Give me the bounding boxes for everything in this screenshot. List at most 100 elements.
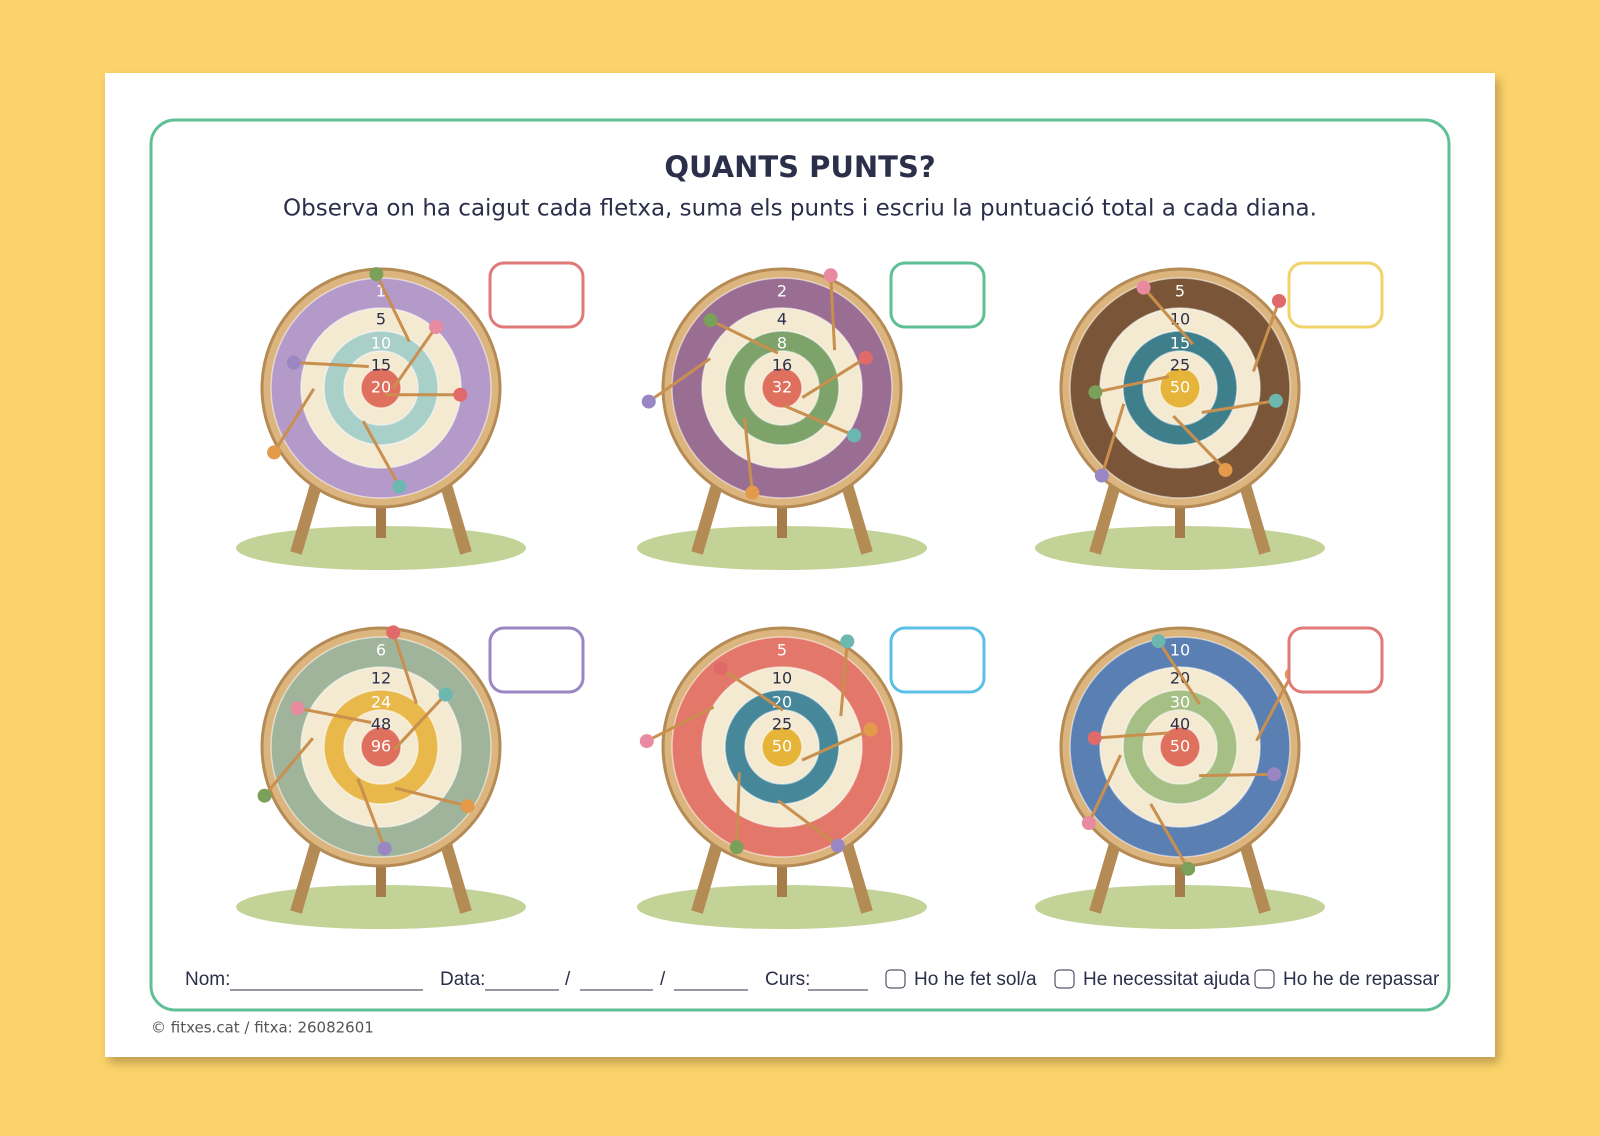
arrow-shaft: [356, 778, 387, 850]
ring-score: 48: [371, 715, 391, 734]
arrow-shaft: [784, 404, 855, 437]
arrow-shaft: [1201, 399, 1277, 414]
arrow-shaft: [375, 273, 411, 343]
answer-box[interactable]: [889, 261, 986, 329]
ring-score: 6: [376, 641, 386, 660]
ring-score: 50: [1170, 378, 1190, 397]
ring-score: 5: [376, 310, 386, 329]
instruction: Observa on ha caigut cada fletxa, suma e…: [283, 196, 1317, 222]
checkbox[interactable]: [1254, 969, 1275, 989]
date-label: Data:: [440, 969, 485, 990]
arrow-shaft: [735, 772, 741, 848]
arrow-fletch: [1136, 280, 1151, 295]
arrow-fletch: [830, 838, 845, 853]
arrow-fletch: [290, 701, 305, 716]
ring-score: 32: [772, 378, 792, 397]
ring-score: 10: [772, 669, 792, 688]
arrow-shaft: [801, 356, 867, 399]
arrow-shaft: [1255, 673, 1294, 742]
grass: [236, 526, 526, 570]
arrow-shaft: [719, 667, 784, 712]
title: QUANTS PUNTS?: [664, 150, 935, 184]
target: 6 12 24 48 96: [236, 625, 585, 929]
arrow-shaft: [801, 728, 872, 762]
ring-score: 50: [772, 737, 792, 756]
checkbox[interactable]: [1054, 969, 1075, 989]
frame: [149, 118, 1451, 1012]
answer-box[interactable]: [889, 626, 986, 694]
arrow-fletch: [257, 788, 272, 803]
arrow-fletch: [1181, 861, 1196, 876]
ring-score: 12: [371, 669, 391, 688]
grass: [1035, 885, 1325, 929]
check-label: He necessitat ajuda: [1083, 969, 1250, 990]
arrow-fletch: [1081, 816, 1096, 831]
date-separator: /: [565, 969, 571, 990]
arrow-shaft: [391, 326, 438, 390]
answer-box[interactable]: [1287, 261, 1384, 329]
arrow-fletch: [729, 840, 744, 855]
arrow-shaft: [1157, 640, 1201, 705]
arrow-shaft: [391, 631, 418, 705]
ring-score: 16: [772, 356, 792, 375]
arrow-fletch: [745, 485, 760, 500]
arrow-fletch: [863, 722, 878, 737]
arrow-fletch: [1094, 468, 1109, 483]
arrow-shaft: [361, 420, 401, 488]
targets: 1510152024816325101525506122448965102025…: [236, 261, 1384, 929]
arrow-shaft: [777, 799, 839, 847]
copyright: © fitxes.cat / fitxa: 26082601: [151, 1019, 374, 1037]
arrow-shaft: [1149, 803, 1190, 870]
ring-score: 10: [1170, 641, 1190, 660]
arrow-shaft: [1199, 772, 1275, 778]
ring-score: 25: [1170, 356, 1190, 375]
arrow-fletch: [392, 479, 407, 494]
arrow-fletch: [438, 687, 453, 702]
arrow-shaft: [709, 318, 779, 355]
ring-score: 5: [777, 641, 787, 660]
date-separator: /: [660, 969, 666, 990]
answer-box[interactable]: [488, 261, 585, 329]
ring-score: 1: [376, 282, 386, 301]
footer: Nom: Data: / / Curs: Ho he fet sol/a He …: [185, 969, 1440, 991]
answer-box[interactable]: [488, 626, 585, 694]
ring-score: 4: [777, 310, 787, 329]
ring-score: 10: [1170, 310, 1190, 329]
arrow-shaft: [393, 693, 447, 751]
arrow-fletch: [1218, 462, 1233, 477]
ring-score: 10: [371, 334, 391, 353]
ring: [1159, 367, 1201, 409]
checkbox[interactable]: [885, 969, 906, 989]
arrow-fletch: [1268, 393, 1283, 408]
arrow-fletch: [460, 799, 475, 814]
ring: [1159, 726, 1201, 768]
arrow-fletch: [453, 387, 468, 402]
ring: [761, 726, 803, 768]
arrow-shaft: [1095, 375, 1170, 394]
arrow-fletch: [823, 268, 838, 283]
target: 2 4 8 16 32: [637, 261, 986, 570]
arrow-fletch: [369, 267, 384, 282]
arrow-shaft: [839, 641, 849, 717]
arrow-shaft: [1087, 754, 1122, 824]
arrow-fletch: [429, 320, 444, 335]
ring-score: 96: [371, 737, 391, 756]
arrow-fletch: [703, 313, 718, 328]
ring-score: 5: [1175, 282, 1185, 301]
arrow-shaft: [829, 275, 837, 351]
arrow-shaft: [297, 706, 372, 724]
ring-score: 25: [772, 715, 792, 734]
ring-score: 24: [371, 693, 391, 712]
arrow-shaft: [1100, 403, 1126, 476]
course-label: Curs:: [765, 969, 810, 990]
answer-box[interactable]: [1287, 626, 1384, 694]
arrow-shaft: [1094, 731, 1170, 740]
arrow-fletch: [1267, 767, 1282, 782]
arrow-fletch: [840, 634, 855, 649]
ring-score: 20: [371, 378, 391, 397]
ring: [360, 726, 402, 768]
